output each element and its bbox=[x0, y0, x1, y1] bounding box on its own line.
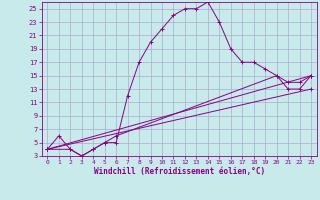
X-axis label: Windchill (Refroidissement éolien,°C): Windchill (Refroidissement éolien,°C) bbox=[94, 167, 265, 176]
